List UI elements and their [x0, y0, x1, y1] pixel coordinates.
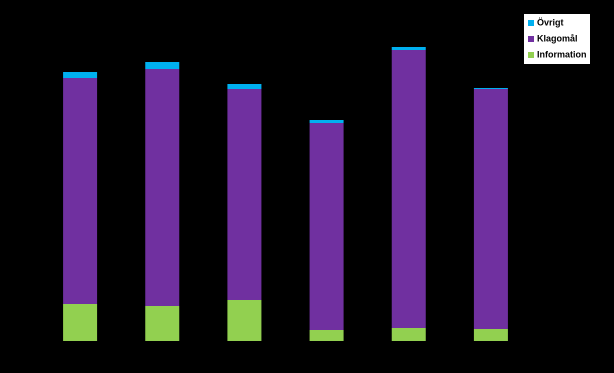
bar-segment: [145, 62, 180, 69]
bar-segment: [309, 330, 344, 341]
legend-label: Övrigt: [537, 17, 564, 27]
bar-segment: [227, 84, 262, 89]
bar-segment: [145, 69, 180, 306]
legend-label: Information: [537, 49, 587, 59]
bar-segment: [391, 328, 426, 341]
bar-segment: [63, 72, 98, 78]
bar-segment: [63, 78, 98, 304]
bar-segment: [473, 89, 508, 329]
legend-swatch: [528, 36, 534, 42]
legend-swatch: [528, 20, 534, 26]
bar-segment: [227, 89, 262, 300]
bar-segment: [145, 306, 180, 341]
bar-segment: [309, 120, 344, 123]
legend-label: Klagomål: [537, 33, 578, 43]
bar-segment: [63, 304, 98, 341]
bar-segment: [473, 329, 508, 341]
legend-swatch: [528, 52, 534, 58]
bar-segment: [227, 300, 262, 341]
bar-segment: [309, 123, 344, 330]
bar-segment: [391, 50, 426, 328]
bar-segment: [391, 47, 426, 50]
legend-box: [524, 14, 590, 64]
bar-segment: [473, 88, 508, 89]
